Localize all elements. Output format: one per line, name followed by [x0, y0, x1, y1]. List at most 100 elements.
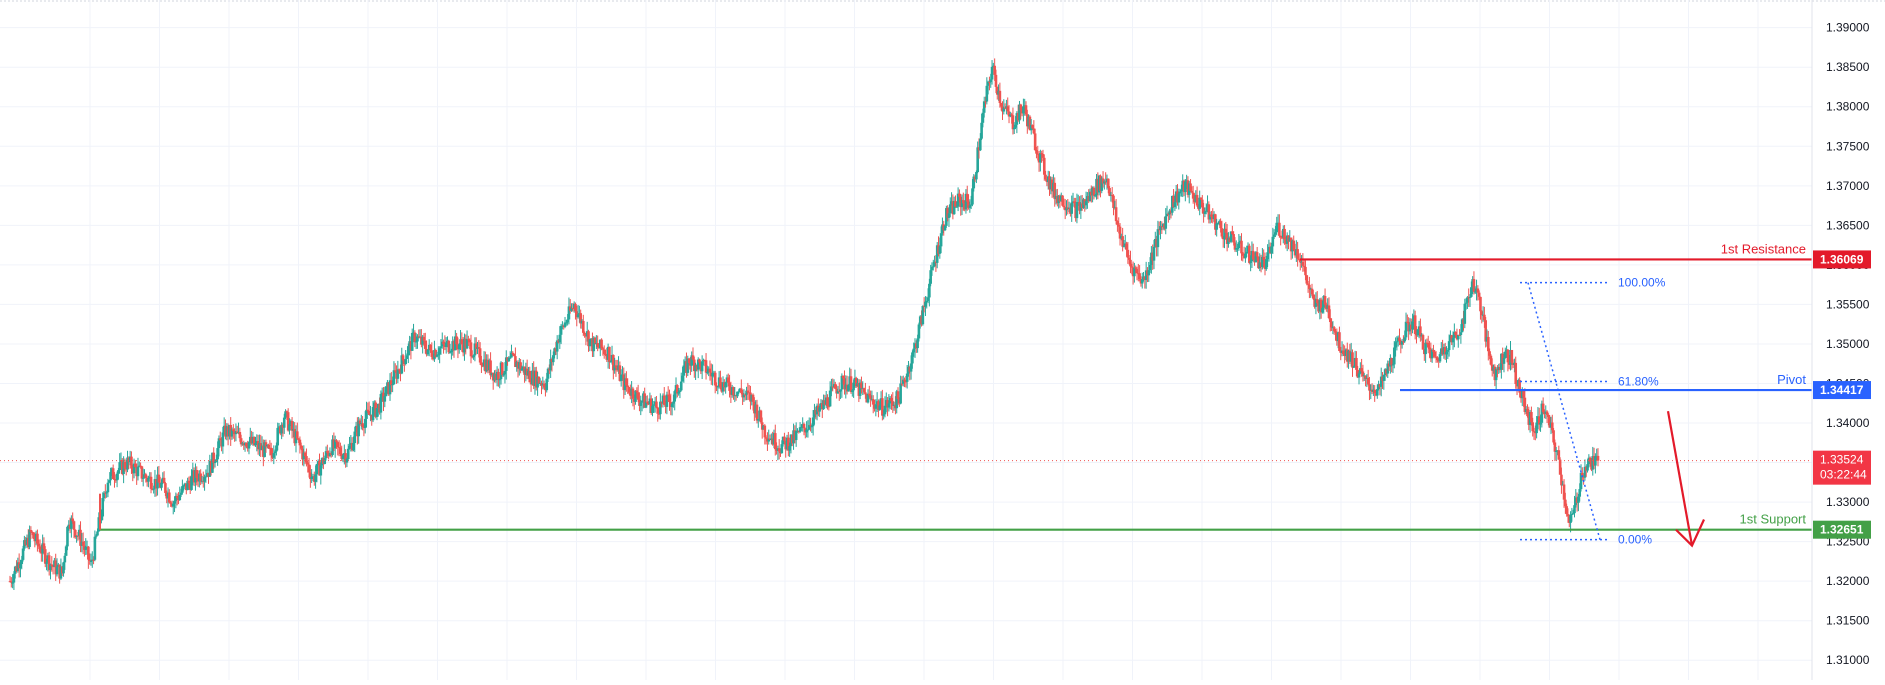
candle-body: [969, 204, 973, 206]
candle: [1583, 459, 1587, 481]
candle-body: [1575, 497, 1579, 503]
candle: [976, 141, 979, 174]
candle: [871, 395, 875, 414]
candle: [1463, 298, 1467, 329]
candle-body: [649, 398, 653, 413]
candle-body: [1432, 350, 1435, 352]
candle: [1353, 350, 1357, 368]
candle: [965, 185, 969, 211]
candle: [272, 445, 276, 465]
candle: [908, 365, 912, 381]
candle-body: [758, 410, 761, 420]
candle: [1057, 195, 1060, 209]
candle: [1126, 241, 1130, 264]
candle-body: [918, 316, 922, 325]
price-axis[interactable]: 1.390001.385001.380001.375001.370001.365…: [1811, 0, 1871, 680]
candle: [1225, 223, 1229, 252]
candle: [426, 349, 430, 356]
candle-body: [1578, 489, 1582, 497]
candle-body: [661, 395, 665, 404]
candle: [683, 356, 687, 373]
candle: [309, 465, 312, 488]
candle: [1425, 338, 1429, 344]
candle-body: [1527, 416, 1531, 425]
candle-body: [1120, 236, 1123, 239]
candle: [807, 417, 811, 431]
candle: [96, 528, 99, 536]
candle: [1156, 220, 1160, 257]
candle: [17, 553, 21, 578]
candle-body: [720, 387, 724, 392]
candle-body: [1280, 237, 1284, 239]
candle: [1190, 186, 1194, 194]
candle: [280, 422, 283, 440]
candle-body: [1050, 179, 1054, 192]
candle-body: [1537, 416, 1541, 425]
candle: [388, 373, 392, 401]
candle: [753, 397, 756, 421]
candle-body: [840, 375, 844, 390]
candle: [1458, 329, 1461, 336]
candle: [1389, 354, 1392, 374]
candle: [662, 387, 666, 406]
candle-body: [1272, 234, 1276, 237]
candle: [11, 574, 14, 589]
candle: [337, 440, 341, 457]
candle-body: [994, 74, 998, 87]
candle: [1372, 384, 1375, 396]
candle: [588, 339, 592, 352]
candle: [362, 424, 366, 437]
candle-body: [990, 66, 994, 80]
candle: [693, 356, 696, 378]
candle-body: [1470, 287, 1473, 297]
candle: [724, 381, 727, 394]
candle-body: [636, 392, 640, 400]
y-tick-label: 1.35500: [1826, 297, 1870, 311]
candle: [1093, 193, 1097, 198]
candle: [127, 456, 131, 469]
candle-body: [660, 401, 663, 404]
candle: [818, 403, 821, 417]
candle: [851, 389, 854, 397]
candle: [470, 350, 474, 359]
candle-body: [1202, 207, 1205, 214]
candle: [1479, 296, 1482, 320]
candle: [598, 339, 602, 357]
candle: [811, 409, 815, 436]
candle-body: [550, 358, 554, 363]
candle: [1560, 467, 1563, 494]
candle-body: [465, 339, 469, 349]
candle: [1231, 225, 1234, 235]
candle-body: [30, 531, 34, 534]
candle: [763, 424, 767, 445]
candle-body: [1014, 124, 1017, 128]
candle: [1342, 344, 1345, 357]
candle-body: [964, 193, 968, 210]
candle-body: [1040, 153, 1043, 155]
candle-body: [1520, 390, 1524, 399]
candle-body: [984, 101, 987, 103]
candle-body: [289, 420, 293, 425]
candle-body: [1090, 191, 1093, 196]
candle-body: [139, 465, 142, 467]
candle-body: [1310, 288, 1314, 295]
candle: [933, 255, 936, 267]
candle-body: [852, 382, 855, 391]
candle-body: [1573, 505, 1576, 514]
candle: [864, 382, 867, 399]
candle-body: [359, 423, 363, 425]
candle-body: [992, 65, 995, 67]
candle: [403, 359, 406, 372]
candle: [245, 442, 248, 448]
candle: [1271, 227, 1275, 254]
candle-body: [576, 314, 580, 318]
candle-body: [1498, 367, 1502, 370]
candle-body: [832, 384, 836, 387]
candle: [1163, 216, 1166, 231]
candle: [1182, 179, 1186, 197]
candle-body: [1583, 466, 1587, 478]
candle: [1238, 235, 1242, 244]
candle: [92, 556, 95, 565]
